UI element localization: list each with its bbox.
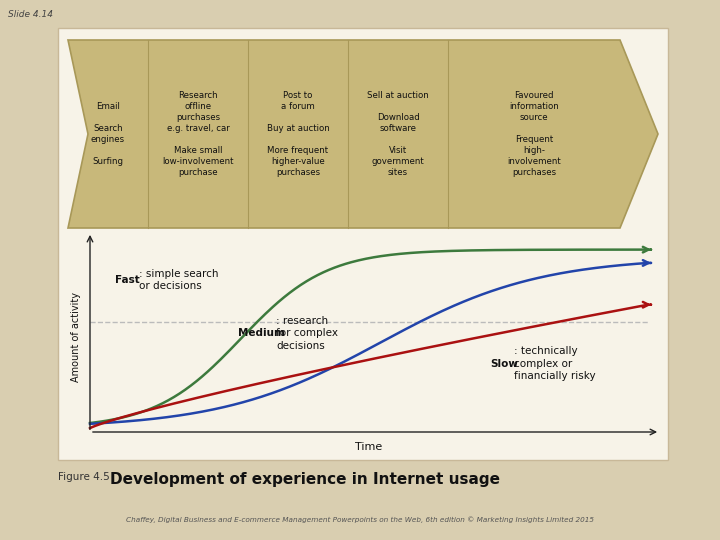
Text: : research
for complex
decisions: : research for complex decisions	[276, 316, 338, 350]
Polygon shape	[68, 40, 658, 228]
Text: Amount of activity: Amount of activity	[71, 292, 81, 382]
Text: Post to
a forum

Buy at auction

More frequent
higher-value
purchases: Post to a forum Buy at auction More freq…	[266, 91, 329, 177]
Text: Research
offline
purchases
e.g. travel, car

Make small
low-involvement
purchase: Research offline purchases e.g. travel, …	[162, 91, 234, 177]
Text: Slide 4.14: Slide 4.14	[8, 10, 53, 19]
Text: Time: Time	[356, 442, 382, 452]
Text: Fast: Fast	[115, 275, 140, 285]
FancyBboxPatch shape	[90, 242, 648, 432]
Text: Development of experience in Internet usage: Development of experience in Internet us…	[110, 472, 500, 487]
Text: : simple search
or decisions: : simple search or decisions	[139, 269, 218, 291]
Text: Sell at auction

Download
software

Visit
government
sites: Sell at auction Download software Visit …	[367, 91, 429, 177]
Text: Figure 4.5: Figure 4.5	[58, 472, 109, 482]
Text: Chaffey, Digital Business and E-commerce Management Powerpoints on the Web, 6th : Chaffey, Digital Business and E-commerce…	[126, 517, 594, 523]
Text: Medium: Medium	[238, 328, 285, 338]
Text: : technically
complex or
financially risky: : technically complex or financially ris…	[514, 346, 595, 381]
FancyBboxPatch shape	[58, 28, 668, 460]
Text: Email

Search
engines

Surfing: Email Search engines Surfing	[91, 102, 125, 166]
Text: Slow: Slow	[490, 359, 518, 369]
Text: Favoured
information
source

Frequent
high-
involvement
purchases: Favoured information source Frequent hig…	[507, 91, 561, 177]
